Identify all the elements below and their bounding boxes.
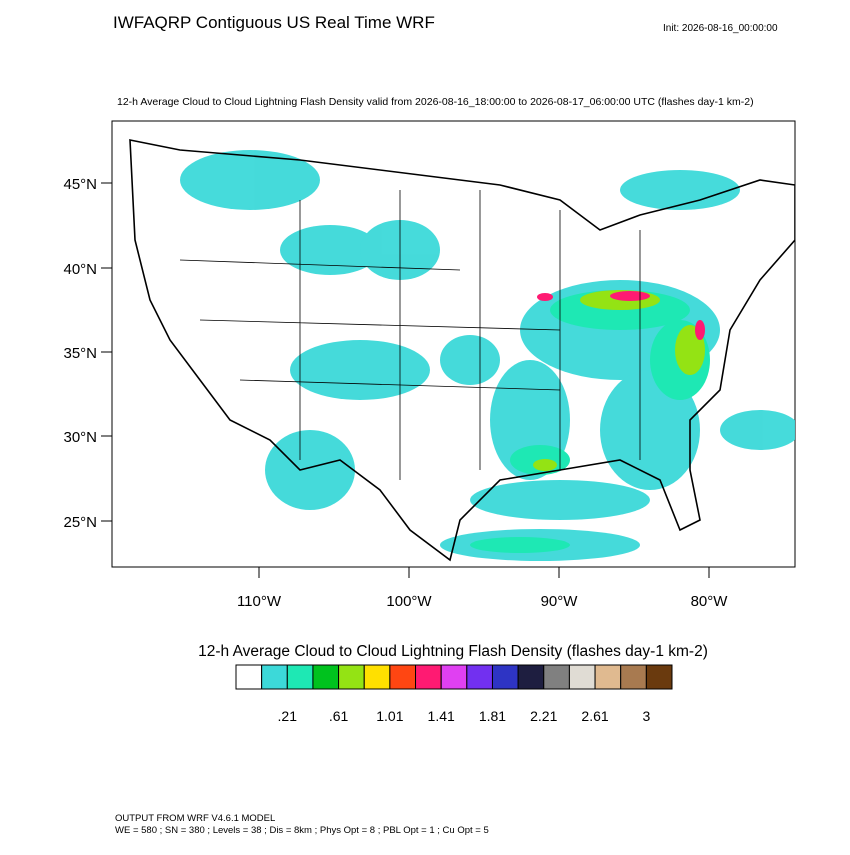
colorbar-label: 2.61 (581, 708, 608, 724)
colorbar-swatch (645, 664, 673, 690)
colorbar-swatch (261, 664, 288, 690)
footer-line: WE = 580 ; SN = 380 ; Levels = 38 ; Dis … (115, 825, 489, 836)
colorbar-label: 1.01 (376, 708, 403, 724)
map: 45°N 40°N 35°N 30°N 25°N 110°W 100°W 90°W 80°W (63, 120, 796, 610)
lon-label: 80°W (691, 593, 729, 610)
colorbar-swatch (389, 664, 417, 690)
init-time: Init: 2026-08-16_00:00:00 (663, 23, 778, 34)
footer-line: OUTPUT FROM WRF V4.6.1 MODEL (115, 813, 275, 824)
colorbar-swatch (312, 664, 340, 690)
colorbar-swatch (568, 664, 596, 690)
colorbar-label: 1.41 (428, 708, 455, 724)
lat-axis: 45°N 40°N 35°N 30°N 25°N (63, 176, 112, 531)
colorbar-label: 1.81 (479, 708, 506, 724)
lat-label: 40°N (63, 261, 97, 278)
lon-label: 110°W (237, 593, 282, 610)
colorbar-swatch (363, 664, 391, 690)
colorbar-swatch (466, 664, 493, 690)
title: IWFAQRP Contiguous US Real Time WRF (113, 13, 435, 32)
colorbar-title: 12-h Average Cloud to Cloud Lightning Fl… (198, 643, 708, 660)
colorbar-swatch (594, 664, 622, 690)
colorbar-swatch (415, 664, 442, 690)
lat-label: 35°N (63, 345, 97, 362)
subtitle: 12-h Average Cloud to Cloud Lightning Fl… (117, 96, 754, 108)
colorbar-label: .61 (329, 708, 349, 724)
colorbar-label: 3 (642, 708, 650, 724)
lon-axis: 110°W 100°W 90°W 80°W (237, 567, 728, 610)
lon-label: 90°W (541, 593, 579, 610)
colorbar-swatch (620, 664, 647, 690)
lat-label: 30°N (63, 429, 97, 446)
lat-label: 45°N (63, 176, 97, 193)
colorbar-swatch (491, 664, 519, 690)
colorbar-label: 2.21 (530, 708, 557, 724)
state-lines (179, 190, 641, 480)
colorbar-swatch (338, 664, 365, 690)
lon-label: 100°W (386, 593, 432, 610)
colorbar-swatch (286, 664, 314, 690)
colorbar: .21 .61 1.01 1.41 1.81 2.21 2.61 3 (235, 664, 673, 724)
map-content (129, 139, 795, 562)
colorbar-swatch (517, 664, 545, 690)
colorbar-swatch (440, 664, 468, 690)
lat-label: 25°N (63, 514, 97, 531)
us-outline (129, 139, 795, 562)
colorbar-swatch (235, 664, 263, 690)
colorbar-label: .21 (278, 708, 298, 724)
colorbar-swatch (543, 664, 570, 690)
